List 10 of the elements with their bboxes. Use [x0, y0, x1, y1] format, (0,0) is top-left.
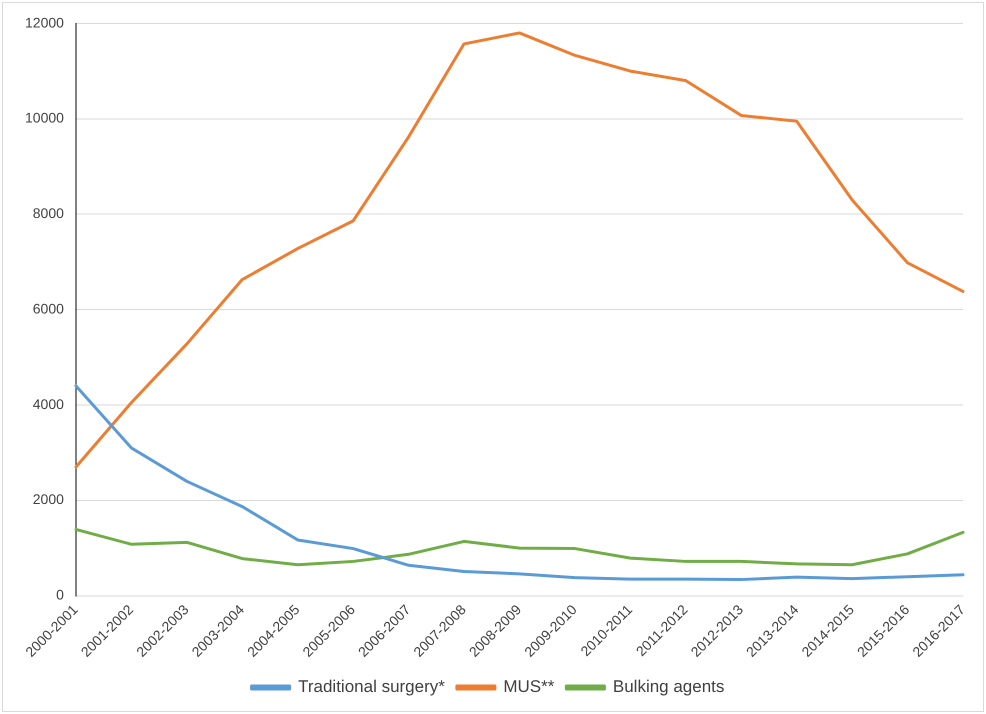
y-tick-label: 10000 — [24, 110, 64, 126]
y-tick-label: 2000 — [32, 491, 64, 508]
y-tick-label: 12000 — [24, 14, 64, 30]
y-tick-label: 8000 — [32, 205, 64, 222]
legend-label: MUS** — [503, 677, 555, 696]
y-tick-label: 4000 — [32, 396, 64, 412]
legend-label: Bulking agents — [612, 677, 724, 696]
y-tick-label: 0 — [56, 586, 64, 603]
legend-label: Traditional surgery* — [298, 677, 446, 696]
y-tick-label: 6000 — [32, 300, 64, 316]
